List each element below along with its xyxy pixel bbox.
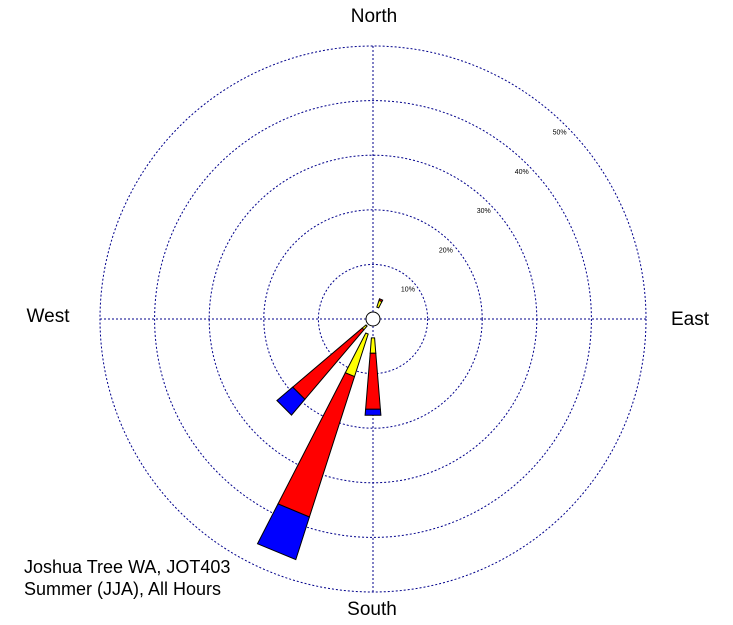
petal-s-bin-1 xyxy=(369,337,377,354)
north-label: North xyxy=(351,6,397,27)
ring-label-4: 40% xyxy=(515,169,529,176)
south-label: South xyxy=(347,599,397,620)
petal-sw-bin-3 xyxy=(276,386,306,416)
petal-nne-bin-2 xyxy=(378,298,384,303)
ring-label-5: 50% xyxy=(553,130,567,137)
season-title: Summer (JJA), All Hours xyxy=(24,579,222,599)
ring-label-1: 10% xyxy=(401,287,415,294)
ring-label-2: 20% xyxy=(439,247,453,254)
petal-s-bin-3 xyxy=(364,408,382,416)
ring-2 xyxy=(263,209,483,429)
calm-circle xyxy=(365,311,381,327)
east-label: East xyxy=(671,309,710,330)
petal-ssw-bin-3 xyxy=(256,503,311,561)
petals xyxy=(256,298,384,561)
west-label: West xyxy=(27,306,71,327)
ring-labels: 10% 20% 30% 40% 50% xyxy=(401,130,567,294)
station-title: Joshua Tree WA, JOT403 xyxy=(24,557,231,577)
petal-s-bin-2 xyxy=(365,352,381,410)
chart-caption: Joshua Tree WA, JOT403 Summer (JJA), All… xyxy=(24,556,230,600)
ring-label-3: 30% xyxy=(477,208,491,215)
ring-4 xyxy=(154,100,592,538)
